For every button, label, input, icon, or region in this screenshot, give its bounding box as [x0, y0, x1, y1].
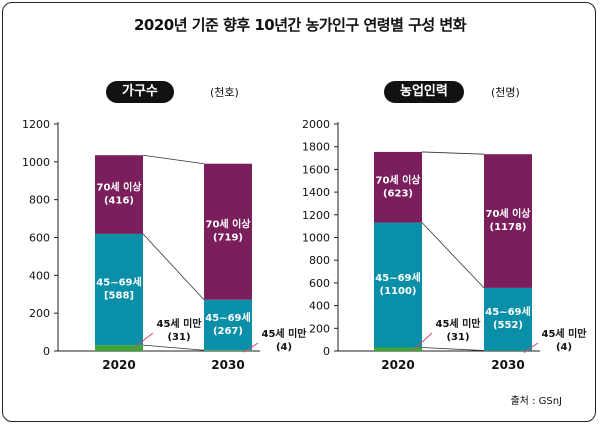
data-label-age45_69: 45~69세 (1100): [375, 271, 420, 297]
pointer-line: [134, 332, 154, 348]
bar-segment-age45_69-2030: [204, 299, 252, 351]
data-label-under45: 45세 미만 (31): [436, 317, 482, 343]
y-tick-label: 1200: [302, 209, 330, 222]
y-tick-label: 2000: [302, 118, 330, 131]
y-tick-label: 1000: [302, 232, 330, 245]
chart1-badge: 가구수: [106, 81, 174, 103]
bar-segment-age70plus-2020: [95, 155, 143, 234]
pointer-line: [413, 332, 433, 350]
y-tick-label: 0: [323, 345, 330, 358]
pointer-line: [243, 342, 259, 353]
chart2-badge: 농업인력: [384, 81, 464, 103]
chart-frame: [2, 2, 596, 422]
y-tick-label: 400: [29, 269, 50, 282]
bar-segment-under45-2030: [204, 350, 252, 351]
x-category-label: 2030: [211, 358, 244, 372]
chart1-unit: (천호): [210, 86, 239, 99]
y-tick-label: 800: [309, 254, 330, 267]
y-tick-label: 600: [29, 232, 50, 245]
y-tick-label: 1400: [302, 186, 330, 199]
y-tick-label: 1600: [302, 163, 330, 176]
y-tick-label: 200: [29, 307, 50, 320]
data-label-age45_69: 45~69세 (267): [205, 311, 250, 337]
connector-line: [142, 344, 205, 351]
pointer-line: [523, 342, 539, 353]
connector-line: [142, 233, 205, 301]
y-tick-label: 400: [309, 300, 330, 313]
bar-segment-age70plus-2020: [374, 151, 422, 223]
bar-segment-age45_69-2030: [484, 287, 532, 351]
connector-line: [421, 222, 485, 289]
x-category-label: 2020: [102, 358, 135, 372]
bar-segment-age45_69-2020: [374, 222, 422, 348]
data-label-age70plus: 70세 이상 (623): [376, 173, 422, 199]
chart2-unit: (천명): [491, 86, 520, 99]
y-tick-label: 1800: [302, 141, 330, 154]
chart-title: 2020년 기준 향후 10년간 농가인구 연령별 구성 변화: [133, 16, 467, 34]
y-tick-label: 1200: [22, 118, 50, 131]
bar-segment-under45-2020: [95, 345, 143, 351]
data-label-under45: 45세 미만 (4): [262, 327, 308, 353]
data-label-age70plus: 70세 이상 (1178): [486, 207, 532, 233]
bar-segment-age70plus-2030: [484, 154, 532, 288]
y-tick-label: 1000: [22, 156, 50, 169]
connector-line: [142, 154, 205, 165]
x-category-label: 2030: [491, 358, 524, 372]
y-tick-label: 200: [309, 322, 330, 335]
data-label-under45: 45세 미만 (4): [542, 327, 588, 353]
y-tick-label: 800: [29, 194, 50, 207]
y-tick-label: 600: [309, 277, 330, 290]
source-note: 출처 : GSnJ: [510, 396, 562, 407]
data-label-age45_69: 45~69세 (552): [485, 305, 530, 331]
bar-segment-age45_69-2020: [95, 233, 143, 346]
data-label-under45: 45세 미만 (31): [157, 317, 203, 343]
data-label-age70plus: 70세 이상 (719): [206, 218, 252, 244]
data-label-age70plus: 70세 이상 (416): [97, 181, 143, 207]
data-label-age45_69: 45~69세 [588]: [96, 276, 141, 302]
bar-segment-age70plus-2030: [204, 163, 252, 300]
connector-line: [421, 347, 485, 351]
connector-line: [421, 151, 485, 155]
bar-segment-under45-2020: [374, 347, 422, 351]
y-tick-label: 0: [43, 345, 50, 358]
x-category-label: 2020: [381, 358, 414, 372]
